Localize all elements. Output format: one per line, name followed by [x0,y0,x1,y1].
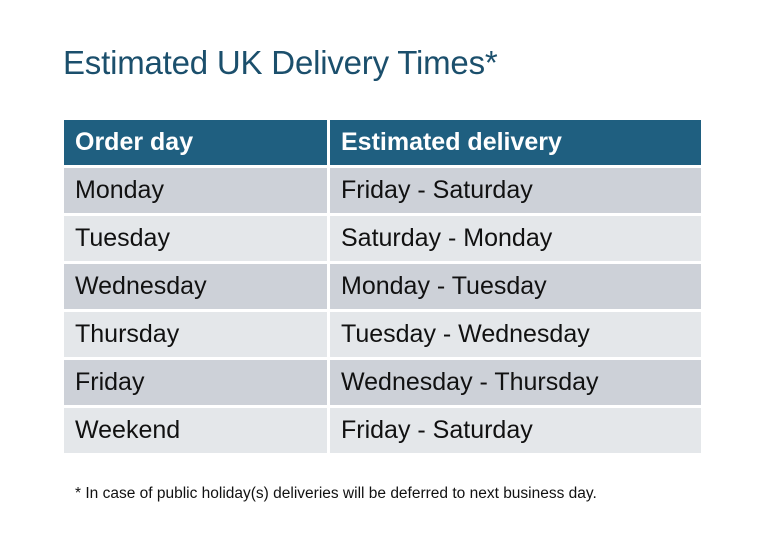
delivery-cell: Monday - Tuesday [330,264,701,309]
order-day-cell: Thursday [64,312,327,357]
table-row: Tuesday Saturday - Monday [64,216,701,261]
footnote: * In case of public holiday(s) deliverie… [75,485,597,502]
delivery-cell: Friday - Saturday [330,408,701,453]
table-row: Weekend Friday - Saturday [64,408,701,453]
order-day-cell: Weekend [64,408,327,453]
page-title: Estimated UK Delivery Times* [63,44,498,81]
table-row: Thursday Tuesday - Wednesday [64,312,701,357]
delivery-cell: Tuesday - Wednesday [330,312,701,357]
order-day-cell: Friday [64,360,327,405]
table-row: Wednesday Monday - Tuesday [64,264,701,309]
order-day-cell: Tuesday [64,216,327,261]
header-order-day: Order day [64,120,327,165]
delivery-cell: Friday - Saturday [330,168,701,213]
table-header-row: Order day Estimated delivery [64,120,701,165]
delivery-cell: Saturday - Monday [330,216,701,261]
order-day-cell: Wednesday [64,264,327,309]
delivery-times-table: Order day Estimated delivery Monday Frid… [61,117,704,456]
table-row: Friday Wednesday - Thursday [64,360,701,405]
order-day-cell: Monday [64,168,327,213]
delivery-cell: Wednesday - Thursday [330,360,701,405]
table-row: Monday Friday - Saturday [64,168,701,213]
header-estimated-delivery: Estimated delivery [330,120,701,165]
